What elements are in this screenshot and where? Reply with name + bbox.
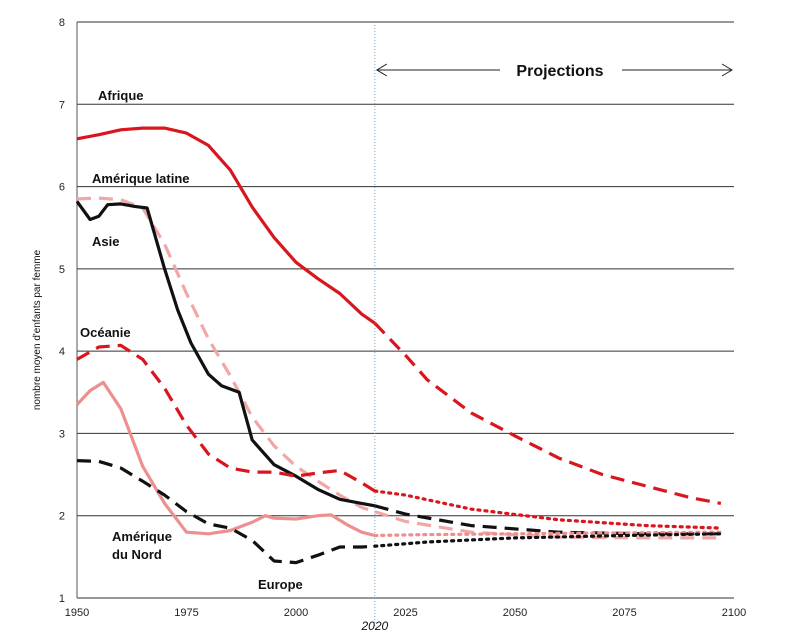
x-tick-label: 2050 — [503, 607, 527, 619]
x-tick-label: 1975 — [174, 607, 198, 619]
label-amerique-du-nord-line1: Amérique — [112, 529, 172, 544]
label-afrique: Afrique — [98, 88, 144, 103]
projection-label-bg — [500, 56, 622, 80]
x-tick-label: 2100 — [722, 607, 746, 619]
y-axis-title: nombre moyen d'enfants par femme — [32, 249, 43, 410]
series-line-amerique-latine — [76, 196, 376, 514]
series-line-amerique-du-nord — [75, 380, 376, 538]
series-projection-asie — [374, 504, 721, 536]
grid — [77, 21, 734, 599]
projection-arrow — [375, 56, 733, 80]
series-projection-oceanie — [373, 489, 723, 530]
x-tick-labels: 1950 1975 2000 2025 2050 2075 2100 — [65, 607, 746, 619]
y-tick-label: 5 — [59, 264, 65, 276]
label-amerique-du-nord-line2: du Nord — [112, 547, 162, 562]
x-tick-label: 2025 — [393, 607, 417, 619]
x-tick-label: 2075 — [612, 607, 636, 619]
series-line-europe — [76, 459, 375, 565]
series-line-asie — [75, 200, 376, 508]
series-projection-europe — [373, 532, 723, 548]
y-tick-label: 3 — [59, 428, 65, 440]
x-tick-label: 2000 — [284, 607, 308, 619]
y-tick-labels: 1 2 3 4 5 6 7 8 — [59, 17, 65, 605]
y-tick-label: 8 — [59, 17, 65, 29]
label-oceanie: Océanie — [80, 325, 131, 340]
series-line-afrique — [76, 126, 376, 325]
label-asie: Asie — [92, 234, 119, 249]
series-projection-amerique-du-nord — [373, 530, 723, 538]
y-tick-label: 6 — [59, 182, 65, 194]
series-lines — [75, 126, 723, 565]
series-line-oceanie — [76, 343, 376, 493]
projection-label: Projections — [516, 63, 603, 80]
y-tick-label: 2 — [59, 511, 65, 523]
projection-year-label: 2020 — [360, 619, 388, 633]
projection-arrow-left-head — [375, 63, 388, 77]
y-tick-label: 7 — [59, 99, 65, 111]
x-tick-label: 1950 — [65, 607, 89, 619]
series-projection-afrique — [373, 322, 722, 505]
y-tick-label: 4 — [59, 346, 65, 358]
y-tick-label: 1 — [59, 593, 65, 605]
projection-arrow-right-head — [721, 63, 733, 77]
label-amerique-latine: Amérique latine — [92, 171, 190, 186]
label-europe: Europe — [258, 577, 303, 592]
